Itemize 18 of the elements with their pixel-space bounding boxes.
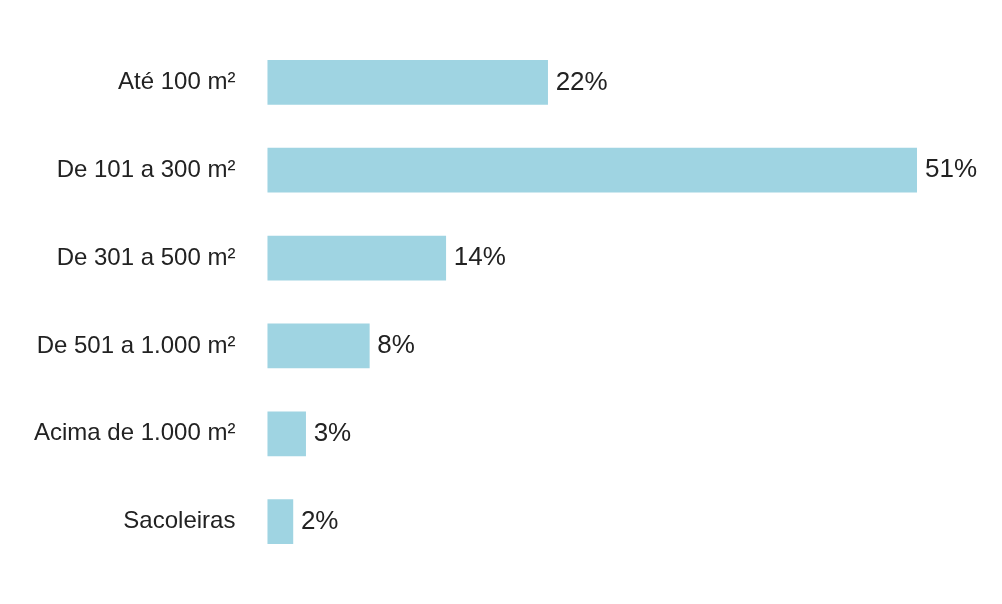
data-label: 14%	[453, 241, 506, 272]
data-label: 8%	[377, 329, 415, 360]
bar	[267, 60, 548, 105]
bar	[267, 411, 306, 457]
y-tick-label: De 501 a 1.000 m²	[36, 330, 236, 358]
data-label: 2%	[300, 504, 339, 535]
data-label: 51%	[925, 153, 978, 184]
bar	[267, 235, 447, 281]
bar	[267, 499, 294, 544]
data-label: 3%	[313, 416, 352, 447]
bar	[267, 147, 917, 193]
bar	[267, 323, 370, 369]
y-tick-label: Até 100 m²	[118, 66, 236, 94]
y-tick-label: De 101 a 300 m²	[56, 154, 236, 182]
data-label: 22%	[555, 65, 608, 96]
y-tick-label: De 301 a 500 m²	[56, 242, 236, 270]
y-tick-label: Sacoleiras	[123, 506, 236, 534]
y-tick-label: Acima de 1.000 m²	[34, 418, 236, 446]
